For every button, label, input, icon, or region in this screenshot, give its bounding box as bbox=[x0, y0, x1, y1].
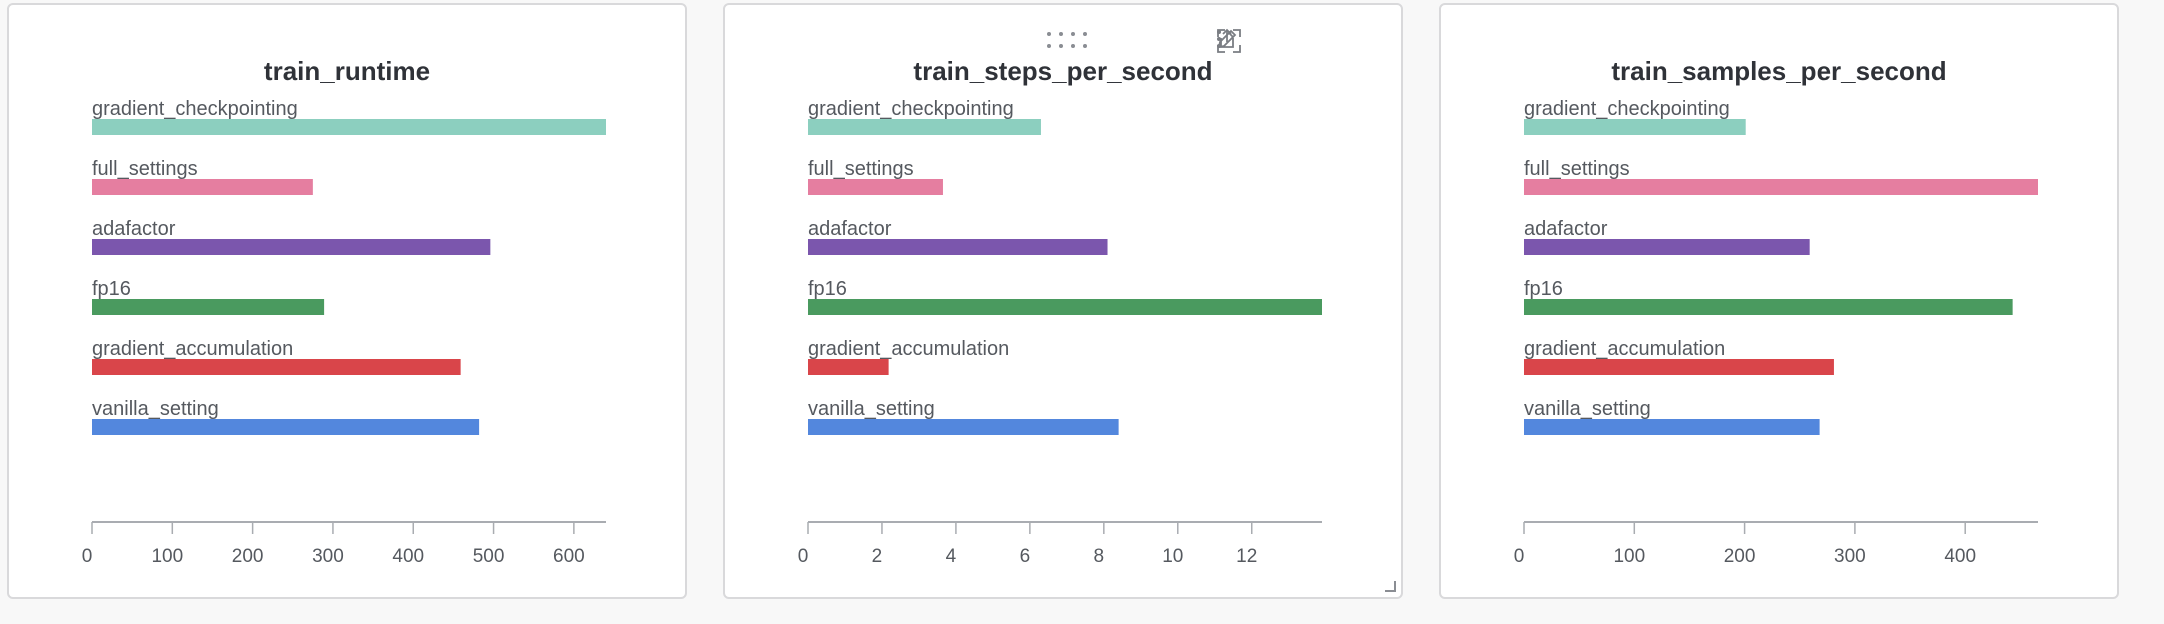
bar-full_settings[interactable] bbox=[92, 179, 313, 195]
x-tick-label: 6 bbox=[1020, 546, 1031, 567]
drag-handle-icon[interactable] bbox=[1043, 27, 1091, 53]
x-tick-label: 600 bbox=[553, 546, 585, 567]
bar-adafactor[interactable] bbox=[1524, 239, 1810, 255]
x-tick-label: 8 bbox=[1094, 546, 1105, 567]
bar-adafactor[interactable] bbox=[808, 239, 1108, 255]
chart-svg: train_samples_per_second gradient_checkpo… bbox=[1514, 56, 2038, 567]
panel-toolbar bbox=[1215, 27, 1385, 59]
category-label: full_settings bbox=[1524, 158, 1630, 180]
chart-title: train_samples_per_second bbox=[1611, 56, 1946, 86]
x-tick-label: 10 bbox=[1162, 546, 1183, 567]
chart-title: train_steps_per_second bbox=[913, 56, 1212, 86]
chart-panel-train-runtime: train_runtime gradient_checkpointing full_… bbox=[7, 3, 687, 599]
bar-gradient_accumulation[interactable] bbox=[92, 359, 461, 375]
bar-full_settings[interactable] bbox=[808, 179, 943, 195]
x-tick-label: 100 bbox=[1613, 546, 1645, 567]
x-tick-label: 2 bbox=[872, 546, 883, 567]
x-tick-label: 0 bbox=[82, 546, 93, 567]
category-label: gradient_checkpointing bbox=[92, 98, 298, 120]
resize-corner-icon[interactable] bbox=[1383, 579, 1397, 593]
x-tick-label: 400 bbox=[1944, 546, 1976, 567]
chart-svg: train_runtime gradient_checkpointing full_… bbox=[82, 56, 606, 567]
category-label: adafactor bbox=[808, 218, 892, 240]
pencil-icon[interactable] bbox=[1217, 27, 1293, 59]
bar-gradient_accumulation[interactable] bbox=[1524, 359, 1834, 375]
category-label: adafactor bbox=[92, 218, 176, 240]
category-label: gradient_accumulation bbox=[92, 338, 293, 360]
bar-gradient_accumulation[interactable] bbox=[808, 359, 889, 375]
category-label: fp16 bbox=[808, 278, 847, 300]
bar-gradient_checkpointing[interactable] bbox=[92, 119, 606, 135]
chart-title: train_runtime bbox=[264, 56, 430, 86]
chart-svg: train_steps_per_second gradient_checkpoin… bbox=[798, 56, 1322, 567]
x-tick-label: 4 bbox=[946, 546, 957, 567]
x-tick-label: 300 bbox=[1834, 546, 1866, 567]
kebab-menu-icon[interactable] bbox=[1217, 27, 1385, 59]
x-tick-label: 500 bbox=[473, 546, 505, 567]
x-tick-label: 100 bbox=[151, 546, 183, 567]
bar-gradient_checkpointing[interactable] bbox=[808, 119, 1041, 135]
category-label: vanilla_setting bbox=[808, 398, 935, 420]
chart-panel-train-steps-per-second: train_steps_per_second gradient_checkpoin… bbox=[723, 3, 1403, 599]
category-label: gradient_checkpointing bbox=[808, 98, 1014, 120]
category-label: vanilla_setting bbox=[92, 398, 219, 420]
x-tick-label: 300 bbox=[312, 546, 344, 567]
category-label: gradient_accumulation bbox=[808, 338, 1009, 360]
chart-panel-train-samples-per-second: train_samples_per_second gradient_checkpo… bbox=[1439, 3, 2119, 599]
x-tick-label: 0 bbox=[798, 546, 809, 567]
category-label: fp16 bbox=[92, 278, 131, 300]
fullscreen-icon[interactable] bbox=[1217, 27, 1339, 59]
x-tick-label: 200 bbox=[232, 546, 264, 567]
bar-fp16[interactable] bbox=[92, 299, 325, 315]
category-label: gradient_checkpointing bbox=[1524, 98, 1730, 120]
x-tick-label: 200 bbox=[1724, 546, 1756, 567]
bar-full_settings[interactable] bbox=[1524, 179, 2038, 195]
category-label: vanilla_setting bbox=[1524, 398, 1651, 420]
bar-vanilla_setting[interactable] bbox=[92, 419, 480, 435]
bar-vanilla_setting[interactable] bbox=[808, 419, 1119, 435]
bar-fp16[interactable] bbox=[1524, 299, 2013, 315]
x-tick-label: 12 bbox=[1236, 546, 1257, 567]
category-label: fp16 bbox=[1524, 278, 1563, 300]
x-tick-label: 0 bbox=[1514, 546, 1525, 567]
category-label: full_settings bbox=[808, 158, 914, 180]
bar-vanilla_setting[interactable] bbox=[1524, 419, 1820, 435]
category-label: adafactor bbox=[1524, 218, 1608, 240]
category-label: full_settings bbox=[92, 158, 198, 180]
bar-fp16[interactable] bbox=[808, 299, 1322, 315]
category-label: gradient_accumulation bbox=[1524, 338, 1725, 360]
bar-gradient_checkpointing[interactable] bbox=[1524, 119, 1746, 135]
x-tick-label: 400 bbox=[392, 546, 424, 567]
bar-adafactor[interactable] bbox=[92, 239, 491, 255]
